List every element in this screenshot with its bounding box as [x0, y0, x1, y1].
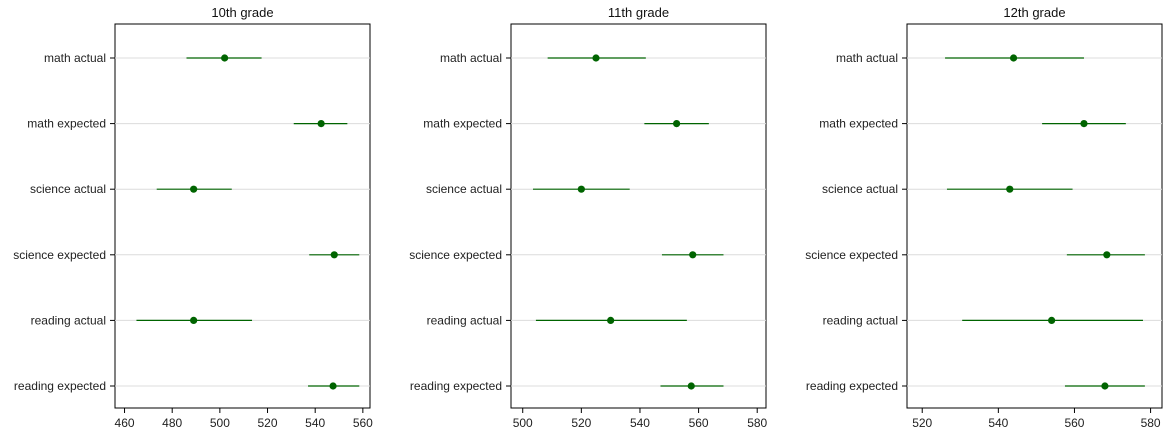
estimate-point	[221, 54, 229, 62]
category-label: math expected	[819, 117, 898, 131]
x-tick-label: 500	[210, 416, 230, 430]
category-label: math actual	[440, 51, 502, 65]
estimate-point	[577, 185, 585, 193]
x-tick-label: 460	[115, 416, 135, 430]
estimate-point	[1080, 120, 1088, 128]
estimate-point	[673, 120, 681, 128]
category-label: reading actual	[823, 313, 898, 327]
panel-title: 12th grade	[1003, 5, 1065, 20]
estimate-point	[190, 185, 198, 193]
x-tick-label: 540	[305, 416, 325, 430]
category-label: science actual	[822, 182, 898, 196]
plot-frame	[510, 23, 767, 409]
estimate-point	[1048, 316, 1056, 324]
category-label: reading expected	[806, 379, 898, 393]
estimate-point	[592, 54, 600, 62]
x-tick-label: 580	[1141, 416, 1161, 430]
category-label: math expected	[423, 117, 502, 131]
x-tick-label: 520	[571, 416, 591, 430]
category-label: math actual	[44, 51, 106, 65]
panel-title: 11th grade	[608, 5, 669, 20]
category-label: math expected	[27, 117, 106, 131]
plot-frame	[906, 23, 1163, 409]
x-tick-label: 500	[513, 416, 533, 430]
category-label: science expected	[409, 248, 502, 262]
x-tick-label: 580	[747, 416, 767, 430]
plot-frame	[114, 23, 371, 409]
category-label: science actual	[30, 182, 106, 196]
estimate-point	[687, 382, 695, 390]
category-label: reading actual	[31, 313, 106, 327]
estimate-point	[330, 251, 338, 259]
estimate-point	[329, 382, 337, 390]
x-tick-label: 560	[1064, 416, 1084, 430]
category-label: science expected	[13, 248, 106, 262]
estimate-point	[317, 120, 325, 128]
category-label: reading actual	[427, 313, 502, 327]
estimate-point	[1006, 185, 1014, 193]
category-label: science actual	[426, 182, 502, 196]
category-label: math actual	[836, 51, 898, 65]
category-label: reading expected	[410, 379, 502, 393]
x-tick-label: 540	[988, 416, 1008, 430]
x-tick-label: 560	[353, 416, 373, 430]
x-tick-label: 560	[689, 416, 709, 430]
x-tick-label: 540	[630, 416, 650, 430]
category-label: science expected	[805, 248, 898, 262]
estimate-point	[1009, 54, 1018, 62]
x-tick-label: 520	[912, 416, 932, 430]
panel-title: 10th grade	[211, 5, 273, 20]
x-tick-label: 520	[258, 416, 278, 430]
estimate-point	[1103, 251, 1111, 259]
estimate-point	[689, 251, 697, 259]
x-tick-label: 480	[162, 416, 182, 430]
category-label: reading expected	[14, 379, 106, 393]
estimate-point	[607, 316, 615, 324]
estimate-point	[1101, 382, 1109, 390]
estimate-point	[190, 316, 198, 324]
